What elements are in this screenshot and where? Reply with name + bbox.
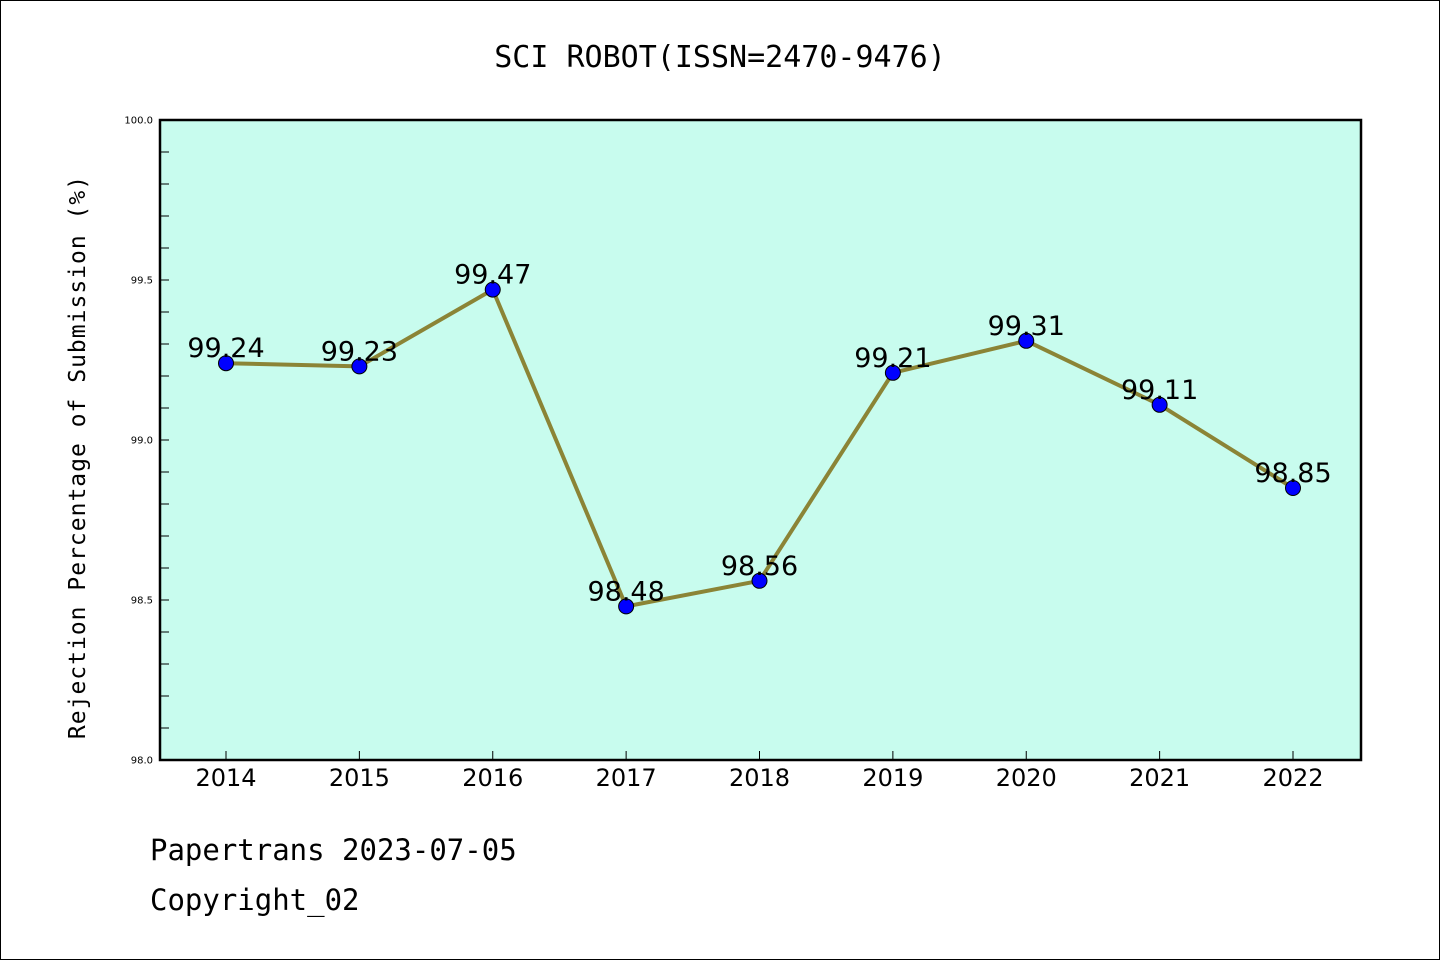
x-tick-label: 2018 <box>729 764 790 792</box>
data-point <box>1151 396 1168 413</box>
data-point <box>751 572 768 589</box>
data-point <box>484 281 501 298</box>
plot-area <box>158 118 1363 762</box>
y-tick-label: 100.0 <box>124 116 153 127</box>
x-tick-label: 2019 <box>862 764 923 792</box>
x-tick-label: 2015 <box>329 764 390 792</box>
y-tick-label: 99.5 <box>131 276 153 287</box>
x-axis: 2014 2015 2016 2017 2018 2019 2020 2021 2022 <box>195 751 1324 792</box>
chart-title: SCI ROBOT(ISSN=2470-9476) <box>494 40 946 75</box>
data-point <box>618 598 635 615</box>
x-tick-label: 2014 <box>195 764 256 792</box>
data-label: 99.21 <box>854 343 931 374</box>
data-point <box>1018 332 1035 349</box>
data-label: 99.23 <box>321 336 398 367</box>
y-tick-label: 98.0 <box>131 756 153 767</box>
x-tick-label: 2022 <box>1262 764 1323 792</box>
series-group: 99.24 99.23 99.47 98.48 98.56 99.21 99.31 99.11… <box>187 260 1332 615</box>
y-tick-label: 99.0 <box>131 436 153 447</box>
y-axis: 98.0 98.5 99.0 99.5 100.0 <box>124 116 169 767</box>
y-tick-label: 98.5 <box>131 596 153 607</box>
data-label: 99.31 <box>988 311 1065 342</box>
data-point <box>1285 480 1301 496</box>
x-tick-label: 2020 <box>996 764 1057 792</box>
data-point <box>884 364 901 381</box>
data-point <box>351 358 368 375</box>
x-tick-label: 2016 <box>462 764 523 792</box>
data-label: 98.56 <box>721 551 798 582</box>
footer-copyright: Copyright_02 <box>150 883 360 917</box>
data-label: 99.47 <box>454 260 531 291</box>
data-point <box>218 355 234 372</box>
data-label: 99.24 <box>187 333 264 364</box>
x-tick-label: 2021 <box>1129 764 1190 792</box>
data-label: 98.85 <box>1254 458 1331 489</box>
data-label: 99.11 <box>1121 375 1198 406</box>
footer-date: Papertrans 2023-07-05 <box>150 833 517 867</box>
x-tick-label: 2017 <box>596 764 657 792</box>
data-label: 98.48 <box>587 576 664 607</box>
y-axis-label: Rejection Percentage of Submission (%) <box>65 175 91 739</box>
